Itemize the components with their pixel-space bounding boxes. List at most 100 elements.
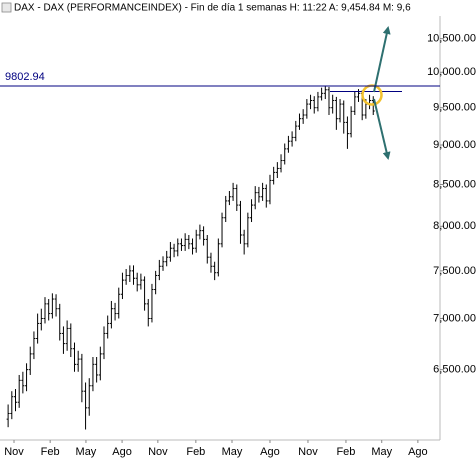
ohlc-bar [290,131,294,147]
ohlc-bar [135,272,139,292]
ohlc-bar [161,256,165,271]
ohlc-bar [327,86,331,116]
y-tick-label: 6,500.00 [433,364,476,376]
x-tick-label: May [76,446,97,458]
x-tick-label: May [222,446,243,458]
ohlc-bar [50,293,54,319]
y-tick-label: 8,000.00 [433,220,476,232]
ohlc-bar [268,174,272,205]
x-tick-label: Feb [336,446,355,458]
ohlc-bar [132,265,136,285]
ohlc-bar [231,182,235,201]
ohlc-bar [109,300,113,329]
ohlc-bar [198,224,202,240]
ohlc-bar [95,357,99,383]
ohlc-bar [172,243,176,258]
y-tick-label: 10,500.00 [427,33,476,45]
ohlc-bar [17,374,21,408]
arrow-down [373,98,391,160]
ohlc-bar [69,323,73,358]
title-icon [1,2,12,13]
marks [6,86,375,430]
ohlc-bar [216,238,220,277]
ohlc-bar [65,320,69,351]
ohlc-bar [176,238,180,257]
ohlc-bar [342,100,346,134]
x-tick-label: Nov [298,446,318,458]
title-bar [0,0,476,16]
ohlc-bar [224,195,228,223]
ohlc-bar [349,106,353,138]
ohlc-bar [272,166,276,185]
ohlc-bar [283,143,287,165]
ohlc-bar [297,113,301,130]
ohlc-bar [58,303,62,341]
ohlc-bar [25,363,29,392]
ohlc-bar [253,186,257,210]
x-tick-label: Feb [41,446,60,458]
x-tick-label: Ago [408,446,428,458]
y-tick-label: 9,500.00 [433,102,476,114]
ohlc-bar [54,294,58,317]
ohlc-bar [191,238,195,255]
ohlc-bar [194,229,198,253]
ohlc-bar [334,96,338,130]
ohlc-bar [257,186,261,203]
ohlc-bar [275,162,279,179]
ohlc-bar [73,342,77,372]
ohlc-bar [220,212,224,248]
ohlc-bar [209,252,213,273]
ohlc-bar [128,265,132,282]
ohlc-bar [168,242,172,262]
ohlc-bar [87,378,91,416]
ohlc-bar [279,154,283,173]
ohlc-bar [76,350,80,372]
ohlc-bar [13,389,17,412]
ohlc-bar [213,261,217,281]
ohlc-bar [320,87,324,101]
ohlc-bar [205,235,209,264]
ohlc-bar [150,283,154,323]
ohlc-bar [117,287,121,319]
ohlc-bar [338,99,342,123]
ohlc-bar [246,212,250,248]
ohlc-bar [84,382,88,430]
x-tick-label: Feb [186,446,205,458]
ohlc-bar [331,94,335,114]
ohlc-bar [113,302,117,321]
ohlc-bar [301,109,305,124]
chart-title: DAX - DAX (PERFORMANCEINDEX) - Fin de dí… [14,3,411,14]
reference-label: 9802.94 [5,71,45,83]
ohlc-bar [316,91,320,112]
y-tick-label: 9,000.00 [433,139,476,151]
ohlc-bar [47,299,51,321]
ohlc-bar [120,272,124,300]
ohlc-bar [98,346,102,381]
ohlc-bar [154,270,158,295]
ohlc-bar [139,273,143,290]
ohlc-bar [91,357,95,392]
ohlc-bar [102,326,106,360]
x-tick-label: Ago [112,446,132,458]
ohlc-bar [143,276,147,311]
x-tick-label: Nov [148,446,168,458]
ohlc-bar [227,191,231,206]
x-tick-label: May [371,446,392,458]
ohlc-bar [238,200,242,244]
ohlc-bar [28,346,32,375]
ohlc-bar [32,331,36,360]
ohlc-bar [10,391,14,420]
ohlc-bar [61,326,65,354]
ohlc-bar [261,182,265,201]
ohlc-bar [6,404,10,428]
x-tick-label: Ago [260,446,280,458]
ohlc-bar [43,297,47,324]
ohlc-bar [21,371,25,394]
ohlc-bar [39,308,43,331]
ohlc-bar [187,235,191,250]
ohlc-bar [165,250,169,267]
y-tick-label: 7,000.00 [433,312,476,324]
